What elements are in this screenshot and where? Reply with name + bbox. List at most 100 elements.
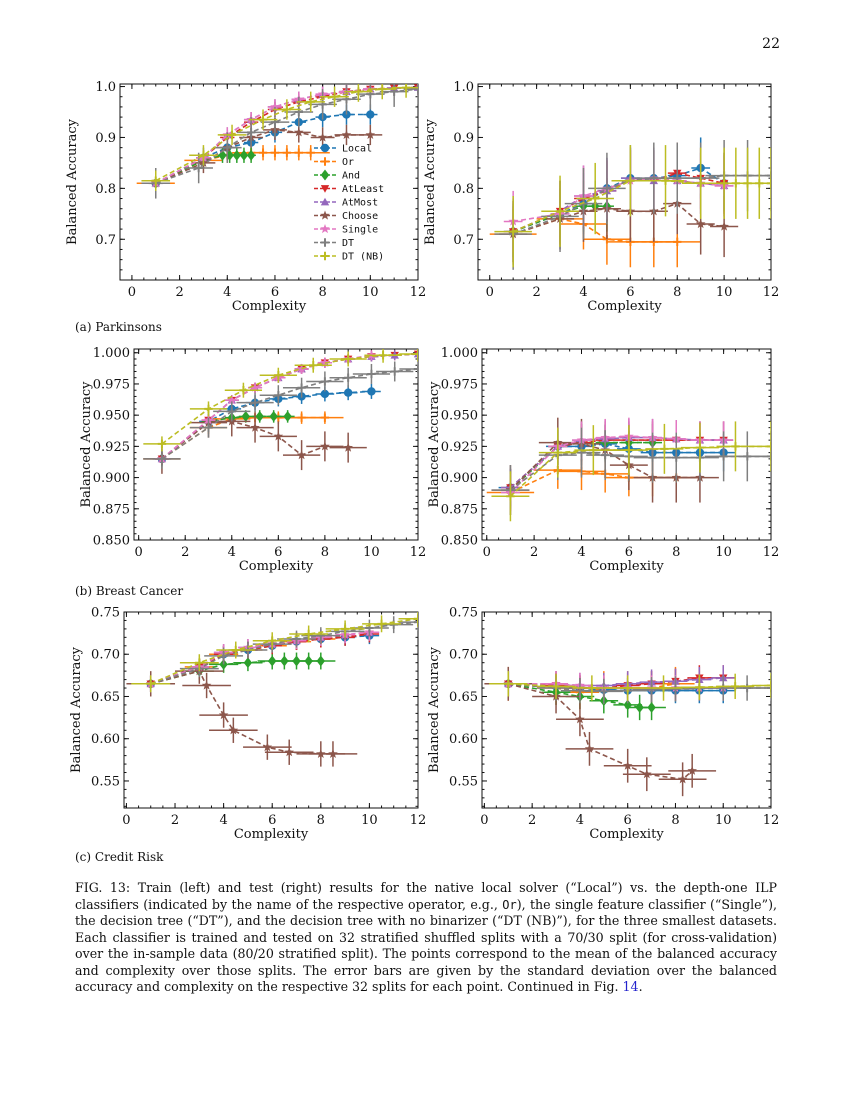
series-choose [126, 658, 358, 767]
data-point-marker [283, 410, 292, 422]
data-point-marker [146, 679, 155, 689]
data-point-marker [742, 683, 752, 693]
legend-label: DT [342, 238, 354, 249]
x-tick-label: 8 [672, 545, 680, 560]
data-point-marker [401, 84, 411, 92]
data-point-marker [719, 683, 728, 693]
y-tick-label: 0.70 [91, 648, 120, 663]
series-dt-nb- [143, 349, 418, 452]
data-point-marker [695, 443, 705, 452]
data-point-marker [239, 385, 248, 395]
data-point-marker [623, 699, 632, 711]
data-point-marker [255, 410, 264, 422]
data-point-marker [660, 444, 669, 454]
series-dt [141, 84, 418, 199]
series-dt-nb- [141, 84, 418, 191]
x-tick-label: 8 [318, 285, 326, 300]
data-point-marker [642, 769, 652, 779]
data-point-marker [413, 349, 418, 359]
series-line [512, 179, 771, 233]
x-axis-label: Complexity [589, 559, 664, 574]
x-tick-label: 6 [626, 285, 634, 300]
data-point-marker [157, 439, 167, 449]
data-point-marker [320, 197, 330, 206]
data-point-marker [378, 351, 388, 360]
data-point-marker [677, 774, 688, 784]
data-point-marker [508, 227, 518, 236]
data-point-marker [320, 389, 330, 399]
data-point-marker [672, 453, 681, 462]
data-point-marker [743, 452, 752, 461]
y-tick-label: 0.7 [95, 233, 116, 248]
caption-figure-link[interactable]: 14 [622, 979, 639, 994]
data-point-marker [284, 747, 294, 757]
data-point-marker [623, 683, 632, 693]
data-point-marker [227, 395, 237, 405]
series-atmost [148, 84, 418, 191]
data-point-marker [340, 624, 350, 634]
data-point-marker [250, 398, 260, 407]
y-tick-label: 1.0 [453, 80, 474, 95]
series-line [513, 177, 725, 223]
axes-frame [119, 83, 419, 281]
data-point-marker [199, 151, 208, 160]
caption-suffix: ), the single feature classifier (“Singl… [75, 896, 777, 995]
figure-caption: FIG. 13: Train (left) and test (right) r… [75, 880, 777, 996]
data-point-marker [591, 194, 600, 203]
data-point-marker [413, 84, 418, 94]
y-tick-label: 0.850 [93, 534, 130, 549]
data-point-marker [731, 442, 740, 451]
data-point-marker [341, 129, 352, 139]
legend-label: Local [342, 144, 372, 155]
x-axis-label: Complexity [239, 559, 314, 574]
y-tick-label: 1.0 [95, 80, 116, 95]
x-tick-label: 0 [483, 545, 491, 560]
data-point-marker [304, 629, 313, 639]
y-tick-label: 0.850 [441, 534, 478, 549]
series-choose [484, 666, 717, 797]
y-tick-label: 0.900 [93, 471, 130, 486]
data-point-marker [204, 404, 213, 414]
x-tick-label: 12 [763, 813, 780, 828]
x-tick-label: 6 [268, 813, 276, 828]
x-tick-label: 4 [223, 285, 231, 300]
data-point-marker [587, 683, 597, 693]
data-point-marker [246, 128, 256, 137]
y-tick-label: 0.875 [93, 502, 130, 517]
legend-label: Or [342, 157, 354, 168]
data-point-marker [320, 169, 330, 181]
y-tick-label: 0.75 [449, 606, 478, 621]
y-axis-label: Balanced Accuracy [423, 118, 438, 245]
data-point-marker [320, 441, 330, 451]
series-dt-nb- [131, 612, 418, 693]
y-axis-label: Balanced Accuracy [427, 646, 442, 773]
data-point-marker [648, 453, 657, 462]
series-choose [143, 406, 367, 474]
plot-credit-risk-train: 0 2 4 6 8 10 12 0.55 0.60 0.65 0.70 0.75 Complexity B… [69, 606, 427, 843]
y-axis-label: Balanced Accuracy [69, 646, 84, 773]
data-point-marker [413, 349, 418, 358]
x-tick-label: 0 [135, 545, 143, 560]
x-tick-label: 10 [362, 285, 379, 300]
y-tick-label: 0.75 [91, 606, 120, 621]
x-axis-label: Complexity [232, 299, 307, 314]
data-point-marker [273, 431, 284, 441]
data-point-marker [766, 681, 771, 690]
series-line [150, 618, 418, 685]
data-point-marker [320, 157, 330, 166]
x-tick-label: 2 [175, 285, 183, 300]
x-tick-label: 10 [363, 545, 380, 560]
y-tick-label: 0.60 [449, 732, 478, 747]
data-point-marker [413, 364, 418, 374]
x-tick-label: 12 [410, 813, 427, 828]
x-tick-label: 4 [228, 545, 236, 560]
y-tick-label: 0.9 [95, 131, 116, 146]
caption-prefix: FIG. 13: Train (left) and test (right) r… [75, 880, 777, 912]
plot-area [126, 612, 418, 767]
data-point-marker [243, 657, 253, 669]
series-line [509, 436, 724, 489]
x-tick-label: 0 [486, 285, 494, 300]
data-point-marker [673, 237, 682, 247]
data-point-marker [204, 423, 213, 432]
subfigure-label-b: (b) Breast Cancer [75, 584, 184, 598]
